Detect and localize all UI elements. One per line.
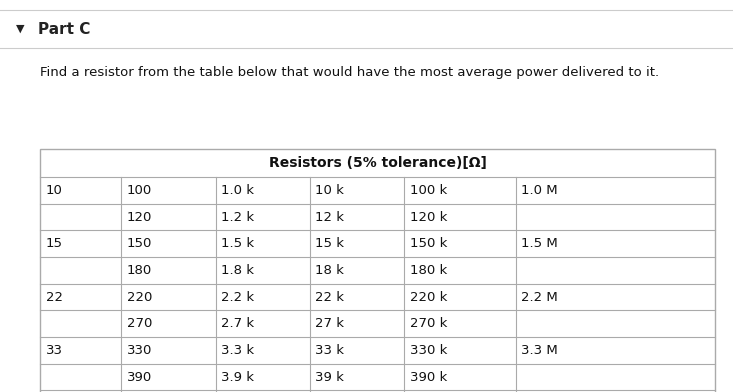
Text: 390 k: 390 k xyxy=(410,370,447,384)
Text: 2.2 k: 2.2 k xyxy=(221,290,254,304)
Text: 180: 180 xyxy=(127,264,152,277)
Text: ▼: ▼ xyxy=(16,24,25,34)
Text: 39 k: 39 k xyxy=(315,370,345,384)
Text: 3.3 M: 3.3 M xyxy=(521,344,558,357)
Text: 1.5 M: 1.5 M xyxy=(521,237,558,250)
Text: 1.0 M: 1.0 M xyxy=(521,184,558,197)
Text: 15: 15 xyxy=(45,237,63,250)
Text: 180 k: 180 k xyxy=(410,264,447,277)
Text: 330 k: 330 k xyxy=(410,344,447,357)
Text: 22: 22 xyxy=(45,290,63,304)
Text: 2.2 M: 2.2 M xyxy=(521,290,558,304)
Text: 220 k: 220 k xyxy=(410,290,447,304)
Text: 15 k: 15 k xyxy=(315,237,345,250)
Text: 3.9 k: 3.9 k xyxy=(221,370,254,384)
Text: 3.3 k: 3.3 k xyxy=(221,344,254,357)
Text: Resistors (5% tolerance)[Ω]: Resistors (5% tolerance)[Ω] xyxy=(268,156,487,170)
Text: 100: 100 xyxy=(127,184,152,197)
Text: 100 k: 100 k xyxy=(410,184,447,197)
Text: 150: 150 xyxy=(127,237,152,250)
Text: 10: 10 xyxy=(45,184,62,197)
Text: 390: 390 xyxy=(127,370,152,384)
Text: 12 k: 12 k xyxy=(315,211,345,224)
Text: 1.0 k: 1.0 k xyxy=(221,184,254,197)
Text: 1.2 k: 1.2 k xyxy=(221,211,254,224)
Text: 270: 270 xyxy=(127,317,152,330)
Text: 10 k: 10 k xyxy=(315,184,345,197)
Text: 2.7 k: 2.7 k xyxy=(221,317,254,330)
Text: 33: 33 xyxy=(45,344,63,357)
Bar xyxy=(40,149,715,392)
Text: 270 k: 270 k xyxy=(410,317,447,330)
Text: 150 k: 150 k xyxy=(410,237,447,250)
Text: 1.8 k: 1.8 k xyxy=(221,264,254,277)
Text: 330: 330 xyxy=(127,344,152,357)
Text: 33 k: 33 k xyxy=(315,344,345,357)
Text: Part C: Part C xyxy=(38,22,90,36)
Text: 220: 220 xyxy=(127,290,152,304)
Text: 120: 120 xyxy=(127,211,152,224)
Text: 120 k: 120 k xyxy=(410,211,447,224)
Text: 1.5 k: 1.5 k xyxy=(221,237,254,250)
Text: Find a resistor from the table below that would have the most average power deli: Find a resistor from the table below tha… xyxy=(40,66,660,79)
Text: 18 k: 18 k xyxy=(315,264,345,277)
Text: 27 k: 27 k xyxy=(315,317,345,330)
Text: 22 k: 22 k xyxy=(315,290,345,304)
